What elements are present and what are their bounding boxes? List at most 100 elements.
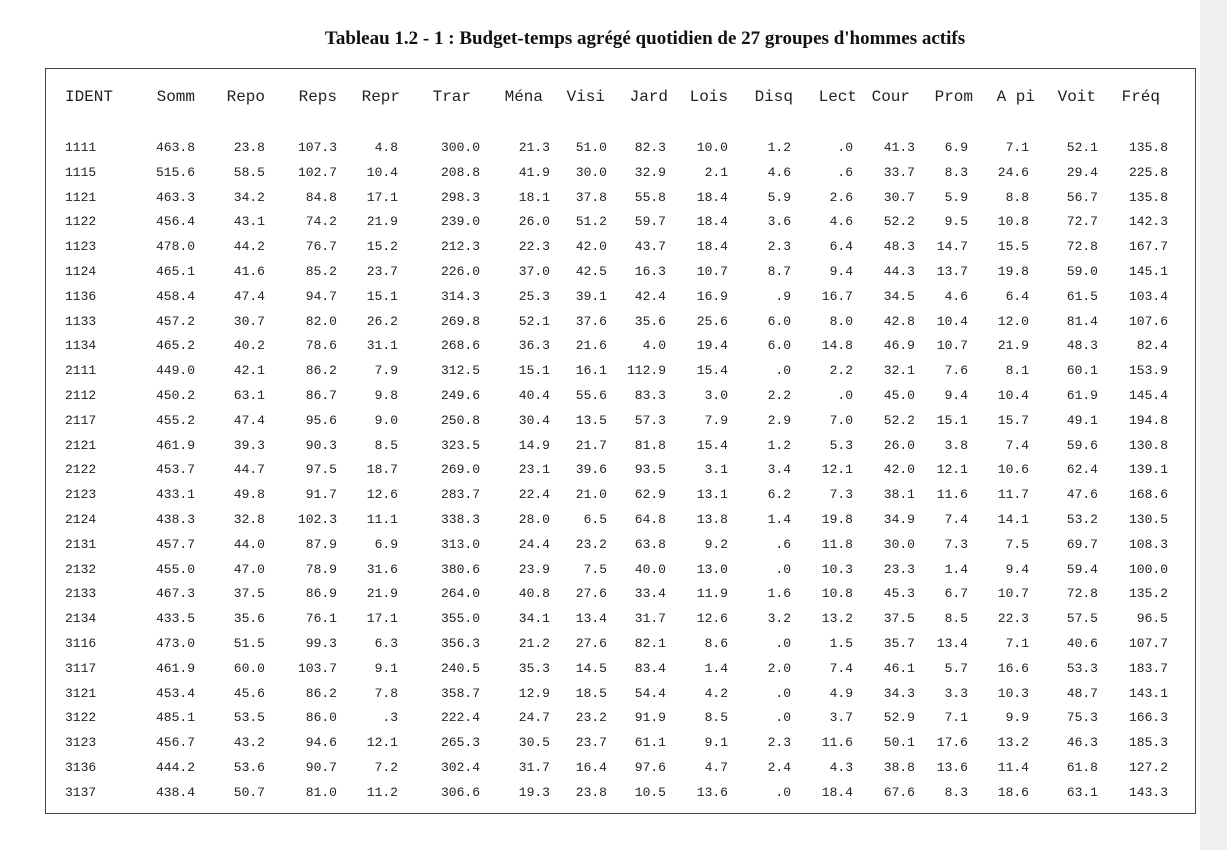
row-id: 3116 <box>65 636 97 651</box>
cell-value: 46.3 <box>1066 735 1098 751</box>
cell-value: 55.8 <box>634 189 666 205</box>
cell-value: 10.4 <box>366 164 398 180</box>
cell-value: 4.7 <box>704 760 728 775</box>
cell-value: 142.3 <box>1128 214 1168 230</box>
row-id: 1124 <box>65 264 97 279</box>
cell-value: 87.9 <box>305 536 337 552</box>
cell-value: 7.3 <box>829 487 853 503</box>
cell-value: 107.3 <box>297 140 337 155</box>
cell-value: 14.5 <box>575 660 607 676</box>
cell-value: 102.3 <box>297 512 337 527</box>
cell-value: 30.0 <box>883 536 915 552</box>
cell-value: 15.1 <box>936 412 968 428</box>
cell-value: 54.4 <box>634 685 666 701</box>
cell-value: 51.0 <box>575 140 607 155</box>
cell-value: 72.8 <box>1066 586 1098 602</box>
cell-value: 27.6 <box>575 586 607 602</box>
cell-value: 463.8 <box>155 140 195 155</box>
cell-value: 16.1 <box>575 363 607 379</box>
cell-value: 302.4 <box>440 760 480 775</box>
cell-value: 51.2 <box>575 214 607 230</box>
cell-value: 49.8 <box>233 487 265 503</box>
cell-value: 29.4 <box>1066 164 1098 180</box>
cell-value: 23.1 <box>518 462 550 478</box>
cell-value: 23.8 <box>575 784 607 800</box>
cell-value: 6.9 <box>374 536 398 552</box>
cell-value: 42.1 <box>233 363 265 379</box>
cell-value: 30.7 <box>883 189 915 205</box>
cell-value: 3.1 <box>704 462 728 478</box>
cell-value: 16.7 <box>821 288 853 304</box>
cell-value: 53.6 <box>233 760 265 775</box>
cell-value: 6.0 <box>767 313 791 329</box>
cell-value: 36.3 <box>518 338 550 354</box>
cell-value: 67.6 <box>883 784 915 800</box>
cell-value: 33.4 <box>634 586 666 602</box>
cell-value: 130.5 <box>1128 512 1168 527</box>
cell-value: 40.4 <box>518 388 550 403</box>
cell-value: 11.9 <box>696 586 728 602</box>
row-id: 3121 <box>65 685 97 701</box>
cell-value: 35.6 <box>634 313 666 329</box>
cell-value: 465.2 <box>155 338 195 354</box>
column-header: Lois <box>689 88 728 106</box>
cell-value: 12.1 <box>821 462 853 478</box>
cell-value: 47.0 <box>233 561 265 577</box>
row-id: 1136 <box>65 288 97 304</box>
cell-value: 86.2 <box>305 363 337 379</box>
row-id: 3117 <box>65 660 97 676</box>
cell-value: 12.9 <box>518 685 550 701</box>
cell-value: 31.1 <box>366 338 398 354</box>
cell-value: 32.8 <box>233 512 265 527</box>
cell-value: 37.8 <box>575 189 607 205</box>
cell-value: 83.3 <box>634 388 666 403</box>
cell-value: 313.0 <box>440 536 480 552</box>
cell-value: 43.7 <box>634 239 666 255</box>
cell-value: 6.5 <box>583 512 607 527</box>
cell-value: 9.4 <box>944 388 968 403</box>
cell-value: 35.6 <box>233 611 265 627</box>
cell-value: 95.6 <box>305 412 337 428</box>
cell-value: 11.6 <box>821 735 853 751</box>
column-header: Somm <box>156 88 195 106</box>
cell-value: 8.5 <box>944 611 968 627</box>
cell-value: 13.2 <box>821 611 853 627</box>
cell-value: 8.5 <box>374 437 398 453</box>
cell-value: 7.1 <box>944 710 968 726</box>
cell-value: 130.8 <box>1128 437 1168 453</box>
cell-value: 453.4 <box>155 685 195 701</box>
cell-value: .0 <box>775 636 791 651</box>
cell-value: 107.6 <box>1128 313 1168 329</box>
margin-strip <box>1200 0 1227 850</box>
cell-value: 7.1 <box>1005 140 1029 155</box>
cell-value: 166.3 <box>1128 710 1168 726</box>
cell-value: 46.9 <box>883 338 915 354</box>
cell-value: 208.8 <box>440 164 480 180</box>
cell-value: 9.4 <box>829 264 853 279</box>
cell-value: 10.3 <box>997 685 1029 701</box>
cell-value: 7.1 <box>1005 636 1029 651</box>
cell-value: 11.1 <box>366 512 398 527</box>
cell-value: 338.3 <box>440 512 480 527</box>
cell-value: 11.7 <box>997 487 1029 503</box>
cell-value: 102.7 <box>297 164 337 180</box>
row-id: 2133 <box>65 586 97 602</box>
cell-value: 283.7 <box>440 487 480 503</box>
row-id: 1123 <box>65 239 97 255</box>
cell-value: 12.6 <box>366 487 398 503</box>
cell-value: 269.0 <box>440 462 480 478</box>
cell-value: 41.9 <box>518 164 550 180</box>
cell-value: 50.7 <box>233 784 265 800</box>
cell-value: 2.0 <box>767 660 791 676</box>
row-id: 1122 <box>65 214 97 230</box>
cell-value: 21.9 <box>366 214 398 230</box>
cell-value: 6.7 <box>944 586 968 602</box>
cell-value: 90.7 <box>305 760 337 775</box>
cell-value: 16.6 <box>997 660 1029 676</box>
cell-value: 42.0 <box>575 239 607 255</box>
cell-value: 15.7 <box>997 412 1029 428</box>
cell-value: 30.4 <box>518 412 550 428</box>
row-id: 2131 <box>65 536 97 552</box>
cell-value: 4.9 <box>829 685 853 701</box>
cell-value: 32.9 <box>634 164 666 180</box>
